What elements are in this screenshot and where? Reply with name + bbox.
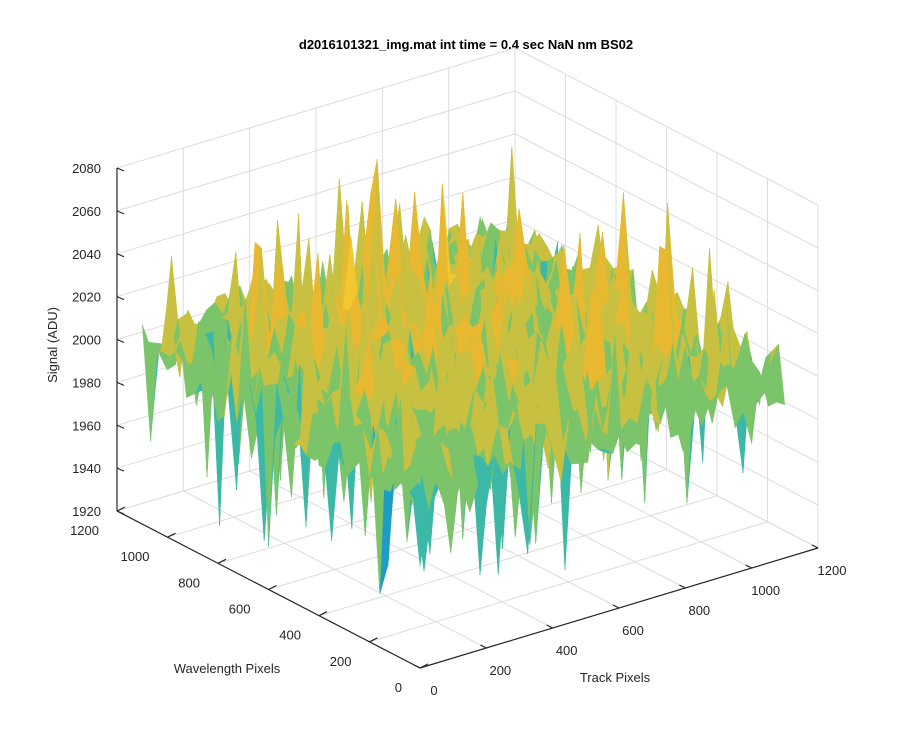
tick-labels: 0 200 400 600 800 1000 1200 0 200 400 600 800 1000 12… (70, 161, 846, 698)
x-tick (811, 544, 819, 549)
grid-line (318, 495, 718, 617)
y-tick (369, 637, 378, 643)
z-tick-label: 1920 (72, 504, 101, 519)
grid-line (369, 521, 768, 643)
x-tick-label: 200 (489, 663, 511, 678)
x-axis-label: Track Pixels (580, 670, 651, 685)
y-tick-label: 800 (178, 575, 200, 590)
chart-title: d2016101321_img.mat int time = 0.4 sec N… (299, 37, 633, 52)
z-tick (116, 167, 125, 172)
x-tick-label: 600 (622, 623, 644, 638)
z-tick (116, 296, 125, 301)
x-tick (413, 664, 421, 669)
z-tick (116, 338, 125, 344)
z-tick (116, 424, 125, 429)
x-tick (679, 584, 686, 589)
y-tick-label: 400 (279, 628, 301, 643)
x-tick (480, 644, 487, 649)
x-tick (546, 624, 553, 629)
grid-line (116, 90, 819, 249)
z-tick-label: 2060 (72, 204, 101, 219)
y-tick (268, 584, 277, 591)
x-tick-label: 400 (556, 643, 578, 658)
z-tick-label: 2080 (72, 161, 101, 176)
x-tick-label: 0 (430, 683, 437, 698)
surface-mesh (142, 146, 786, 594)
z-tick-label: 1960 (72, 418, 101, 433)
grid-line (116, 133, 819, 292)
x-tick-label: 1000 (751, 583, 780, 598)
z-tick (116, 510, 125, 515)
z-axis-label: Signal (ADU) (45, 307, 60, 383)
z-tick (116, 210, 125, 215)
y-tick-label: 600 (229, 602, 251, 617)
surface-patch (413, 476, 429, 567)
z-tick-label: 1980 (72, 375, 101, 390)
y-tick (116, 506, 126, 512)
z-tick-label: 2040 (72, 247, 101, 262)
surface-patch (142, 324, 158, 442)
y-tick-label: 1000 (121, 549, 150, 564)
z-tick-label: 2020 (72, 290, 101, 305)
x-tick-label: 800 (688, 603, 710, 618)
y-axis-label: Wavelength Pixels (174, 661, 281, 676)
z-tick (116, 381, 125, 386)
x-tick (612, 604, 620, 609)
z-tick (116, 467, 125, 472)
y-tick-label: 0 (395, 680, 402, 695)
y-tick (167, 532, 176, 538)
y-tick-label: 1200 (70, 523, 99, 538)
grid-line (116, 47, 819, 206)
y-tick-label: 200 (330, 654, 352, 669)
grid-line (268, 469, 667, 590)
y-tick (419, 663, 429, 669)
z-tick (116, 253, 125, 258)
x-tick (745, 564, 752, 569)
y-tick (217, 558, 227, 564)
z-tick-label: 2000 (72, 333, 101, 348)
y-tick (318, 611, 328, 617)
z-tick-label: 1940 (72, 461, 101, 476)
x-tick-label: 1200 (818, 563, 847, 578)
grid-line (116, 176, 819, 335)
